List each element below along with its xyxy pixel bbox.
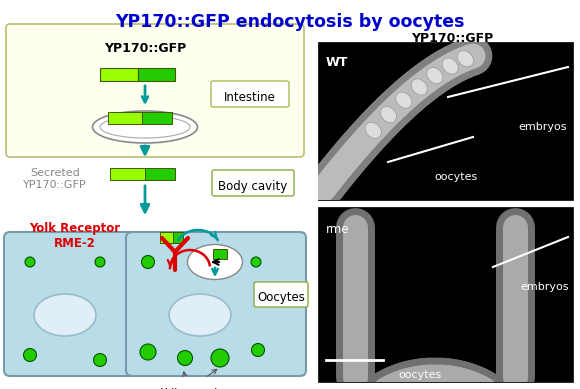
Ellipse shape (396, 92, 412, 108)
Text: YP170::GFP: YP170::GFP (104, 42, 186, 55)
FancyBboxPatch shape (212, 170, 294, 196)
FancyBboxPatch shape (254, 282, 308, 307)
Ellipse shape (34, 294, 96, 336)
Text: oocytes: oocytes (435, 172, 478, 182)
Circle shape (95, 257, 105, 267)
Ellipse shape (458, 51, 473, 67)
FancyBboxPatch shape (126, 232, 306, 376)
Text: WT: WT (326, 56, 349, 69)
Text: Intestine: Intestine (224, 91, 276, 104)
Text: Oocytes: Oocytes (257, 291, 305, 304)
Bar (318, 42, 573, 200)
Circle shape (142, 256, 154, 268)
Circle shape (177, 350, 193, 366)
Text: rme: rme (326, 223, 350, 236)
Circle shape (252, 343, 264, 356)
FancyBboxPatch shape (211, 81, 289, 107)
Circle shape (24, 349, 37, 361)
Bar (173, 232, 183, 243)
Circle shape (140, 344, 156, 360)
Bar (213, 249, 227, 259)
Ellipse shape (92, 111, 198, 143)
Ellipse shape (380, 107, 397, 123)
Ellipse shape (187, 245, 242, 280)
Ellipse shape (169, 294, 231, 336)
Ellipse shape (427, 67, 443, 84)
Ellipse shape (411, 79, 427, 95)
Bar (110, 168, 145, 180)
Circle shape (25, 257, 35, 267)
Text: Secreted
YP170::GFP: Secreted YP170::GFP (23, 168, 87, 189)
Circle shape (251, 257, 261, 267)
Text: embryos: embryos (519, 122, 567, 132)
FancyBboxPatch shape (6, 24, 304, 157)
Ellipse shape (442, 58, 458, 74)
Bar (108, 112, 142, 124)
Text: Body cavity: Body cavity (219, 180, 288, 193)
Bar (160, 232, 173, 243)
Text: Yolk Receptor
RME-2: Yolk Receptor RME-2 (30, 222, 121, 250)
Text: YP170::GFP: YP170::GFP (411, 32, 493, 45)
Bar (138, 68, 175, 81)
Circle shape (93, 354, 107, 366)
Text: Yolk granules: Yolk granules (161, 388, 230, 389)
Circle shape (211, 349, 229, 367)
FancyBboxPatch shape (4, 232, 136, 376)
Bar (100, 68, 138, 81)
Bar (145, 168, 175, 180)
Circle shape (195, 257, 205, 267)
Text: oocytes: oocytes (398, 370, 441, 380)
Ellipse shape (100, 116, 190, 138)
Bar (142, 112, 172, 124)
Text: YP170::GFP endocytosis by oocytes: YP170::GFP endocytosis by oocytes (115, 13, 465, 31)
Ellipse shape (365, 122, 381, 138)
Text: embryos: embryos (520, 282, 569, 292)
Bar (318, 207, 573, 382)
